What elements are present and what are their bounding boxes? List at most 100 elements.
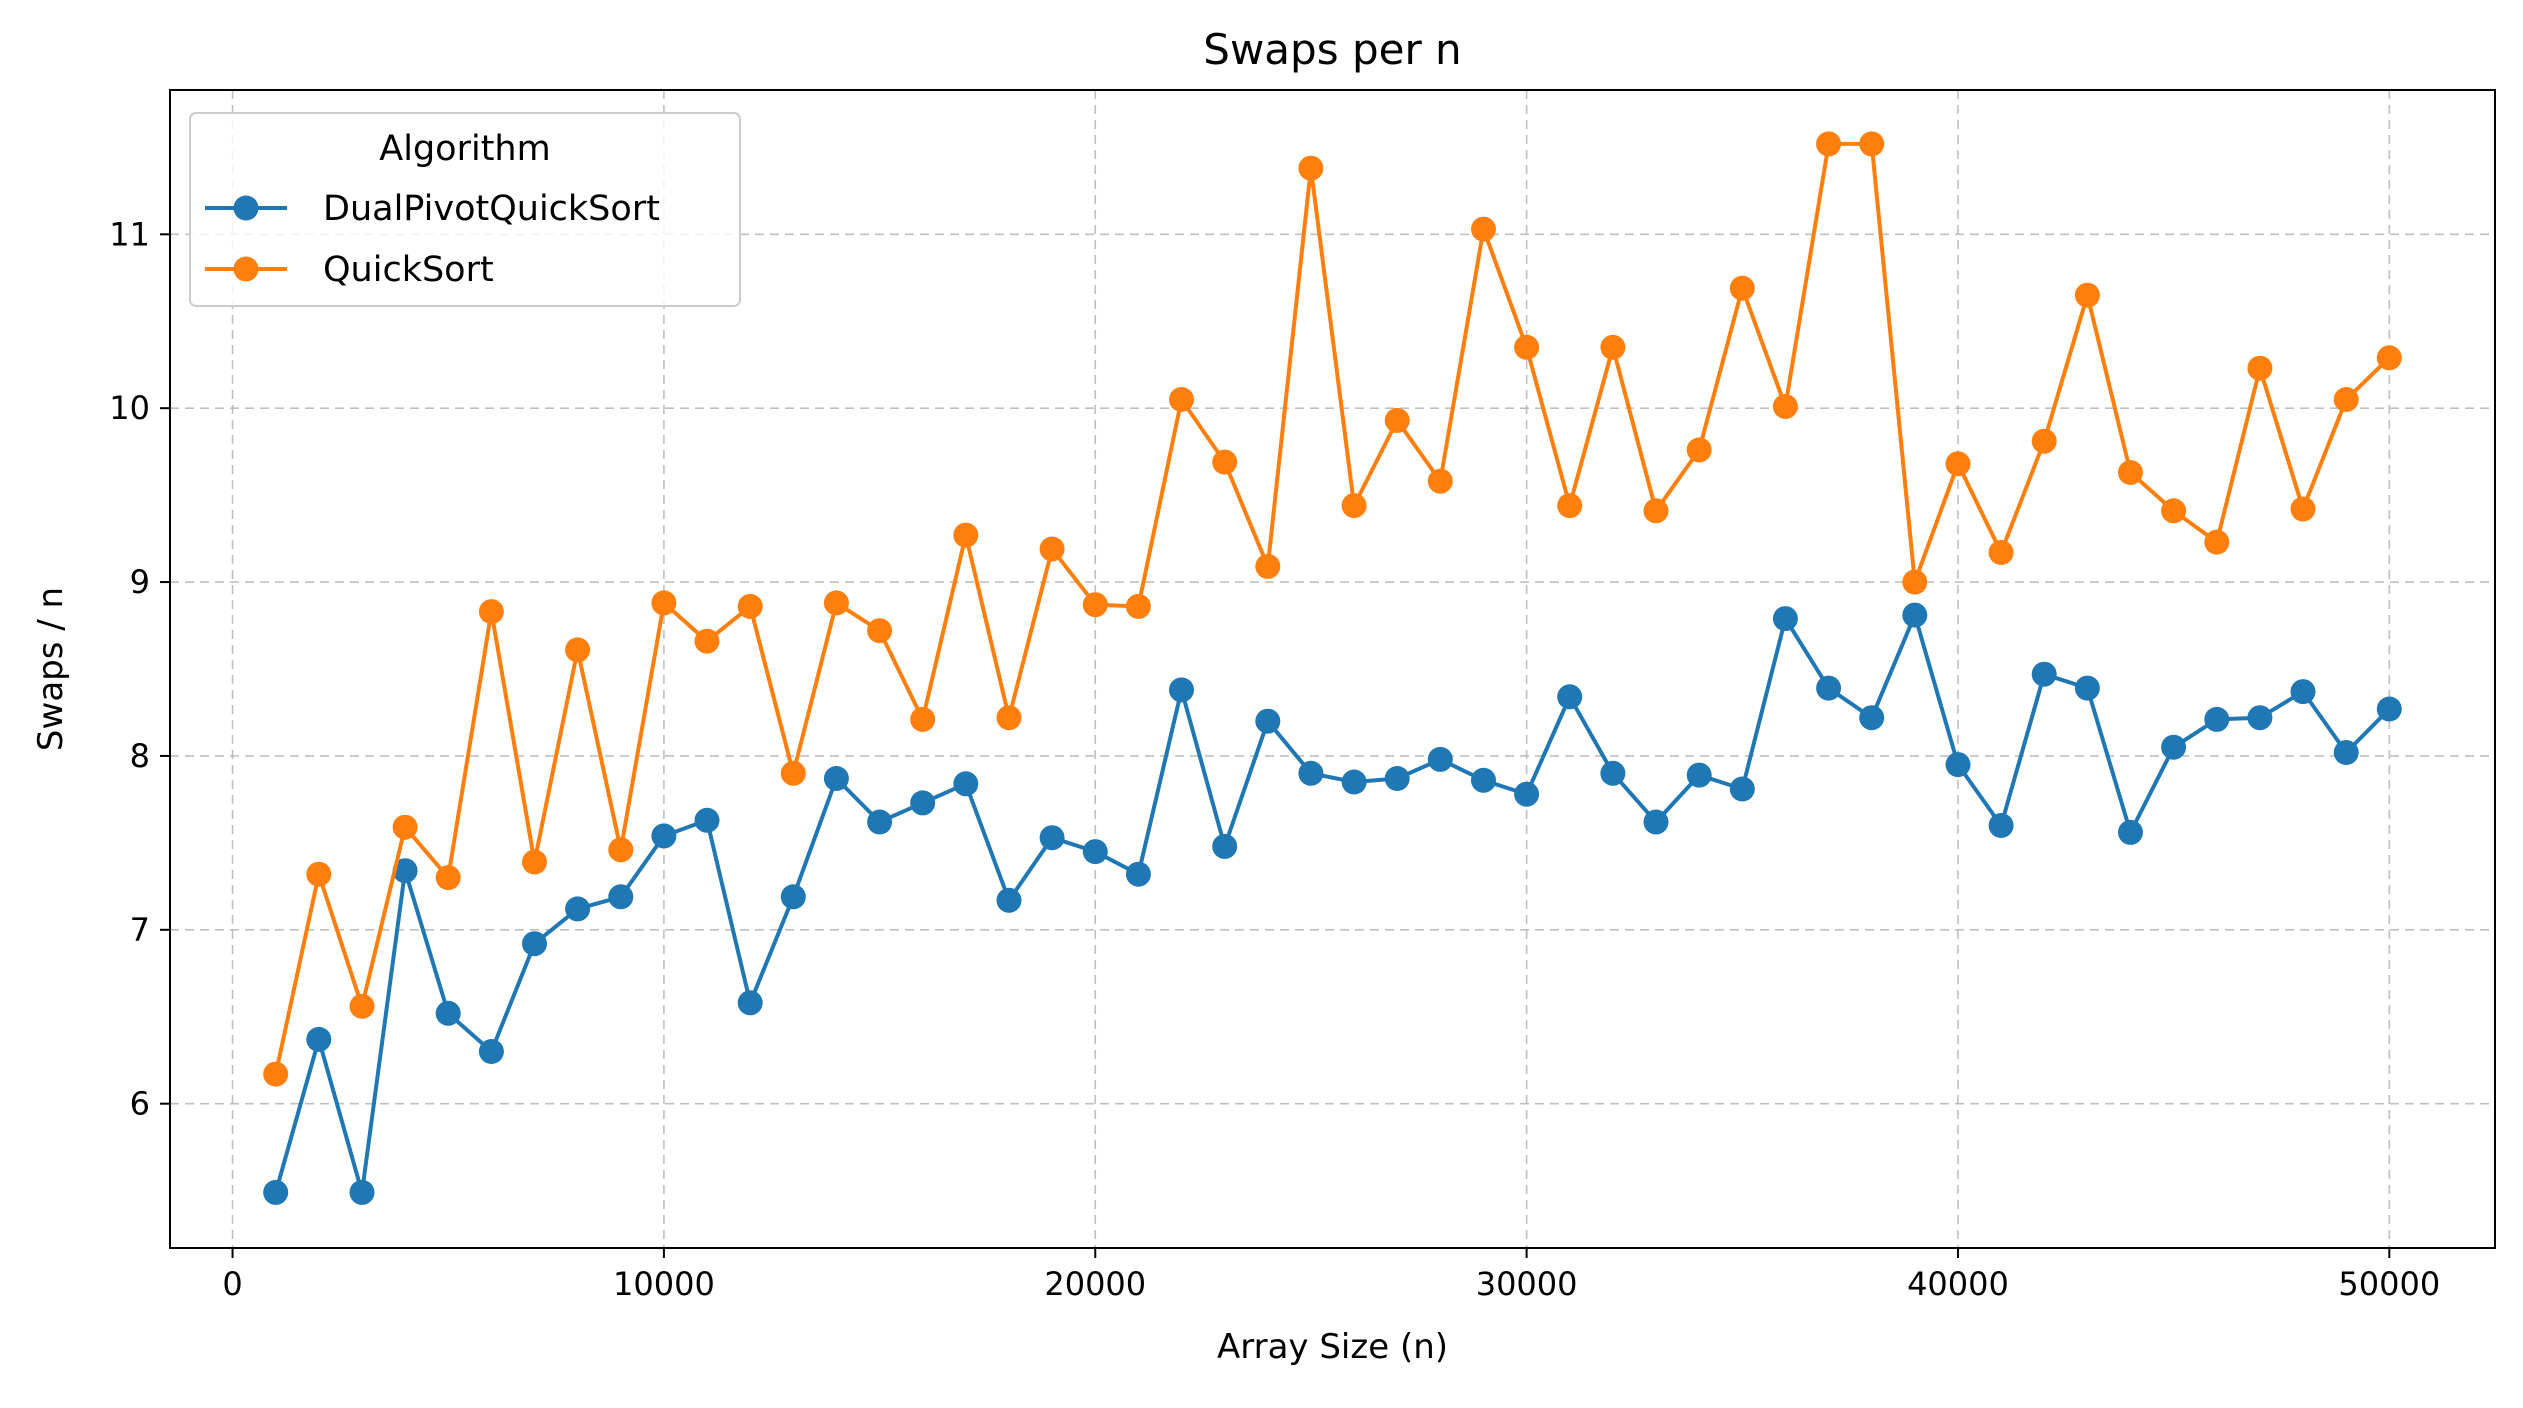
data-point — [306, 861, 332, 887]
data-point — [1384, 407, 1410, 433]
data-point — [1125, 593, 1151, 619]
data-point — [910, 706, 936, 732]
data-point — [349, 1179, 375, 1205]
data-point — [1341, 493, 1367, 519]
data-point — [2161, 734, 2187, 760]
y-tick-label: 6 — [130, 1085, 150, 1123]
data-point — [306, 1026, 332, 1052]
data-point — [780, 884, 806, 910]
data-point — [694, 628, 720, 654]
data-point — [780, 760, 806, 786]
data-point — [2204, 706, 2230, 732]
x-tick-label: 50000 — [2338, 1265, 2440, 1303]
data-point — [2333, 740, 2359, 765]
data-point — [435, 1000, 461, 1026]
data-point — [1212, 833, 1238, 859]
data-point — [1772, 606, 1798, 632]
data-point — [823, 766, 849, 791]
data-point — [1039, 536, 1065, 562]
data-point — [1255, 708, 1281, 734]
data-point — [478, 599, 504, 625]
data-point — [522, 849, 547, 875]
data-point — [1902, 602, 1928, 628]
data-point — [2376, 345, 2402, 371]
data-point — [1600, 760, 1626, 786]
data-point — [2031, 428, 2057, 454]
x-tick-label: 20000 — [1044, 1265, 1146, 1303]
data-point — [1427, 746, 1453, 772]
legend-title: Algorithm — [379, 129, 550, 169]
x-tick-label: 10000 — [613, 1265, 715, 1303]
chart-title: Swaps per n — [1203, 25, 1461, 74]
data-point — [1298, 760, 1324, 786]
data-point — [1729, 776, 1755, 802]
data-point — [953, 522, 979, 548]
data-point — [694, 807, 720, 833]
data-point — [565, 637, 591, 663]
data-point — [1384, 766, 1410, 791]
legend-entries: DualPivotQuickSort QuickSort — [205, 189, 660, 290]
data-point — [2161, 498, 2187, 524]
plot-frame — [169, 89, 2496, 1249]
data-point — [1988, 813, 2014, 838]
data-point — [478, 1039, 504, 1064]
data-point — [737, 593, 763, 619]
data-point — [1859, 131, 1885, 157]
data-point — [1082, 839, 1108, 865]
data-point — [651, 823, 677, 849]
legend: Algorithm DualPivotQuickSort QuickSort — [189, 112, 741, 307]
data-point — [1082, 592, 1108, 618]
legend-entry: QuickSort — [205, 250, 494, 290]
data-point — [1471, 767, 1496, 793]
data-point — [1039, 825, 1065, 851]
legend-marker — [233, 195, 259, 221]
data-point — [1212, 449, 1238, 475]
data-point — [2376, 696, 2402, 722]
data-point — [1557, 493, 1583, 519]
legend-label: DualPivotQuickSort — [323, 189, 660, 229]
data-point — [2074, 675, 2100, 701]
data-point — [2333, 387, 2359, 412]
data-point — [435, 865, 461, 891]
data-point — [522, 931, 547, 957]
data-point — [1945, 451, 1971, 477]
data-point — [1298, 155, 1324, 181]
data-point — [1600, 334, 1626, 360]
data-point — [867, 809, 893, 835]
series-quicksort — [263, 131, 2402, 1087]
data-point — [1643, 809, 1669, 835]
series-line — [273, 613, 2391, 1195]
data-point — [2247, 705, 2273, 731]
data-point — [996, 705, 1022, 731]
data-point — [1988, 540, 2014, 565]
data-point — [263, 1061, 289, 1087]
x-axis: 0 10000 20000 30000 40000 50000 — [222, 1248, 2440, 1303]
legend-marker — [233, 256, 259, 282]
data-point — [1557, 684, 1583, 710]
data-point — [1643, 498, 1669, 524]
series-dualpivotquicksort — [263, 602, 2402, 1205]
data-point — [737, 990, 763, 1016]
data-point — [2290, 679, 2316, 705]
data-point — [608, 837, 634, 863]
data-point — [392, 814, 418, 840]
data-point — [1902, 569, 1928, 595]
x-tick-label: 30000 — [1476, 1265, 1578, 1303]
data-point — [1427, 468, 1453, 494]
data-point — [1514, 781, 1540, 807]
data-point — [2118, 819, 2143, 845]
x-tick-label: 40000 — [1907, 1265, 2009, 1303]
data-point — [1772, 394, 1798, 419]
data-point — [565, 896, 591, 922]
data-point — [1341, 769, 1367, 795]
y-axis: 6 7 8 9 10 11 — [109, 215, 170, 1123]
legend-label: QuickSort — [323, 250, 494, 290]
x-axis-label: Array Size (n) — [1217, 1327, 1448, 1367]
data-point — [1945, 752, 1971, 778]
data-point — [996, 887, 1022, 913]
data-point — [1471, 216, 1496, 242]
data-point — [2118, 460, 2143, 485]
data-point — [2074, 282, 2100, 308]
data-point — [651, 590, 677, 616]
